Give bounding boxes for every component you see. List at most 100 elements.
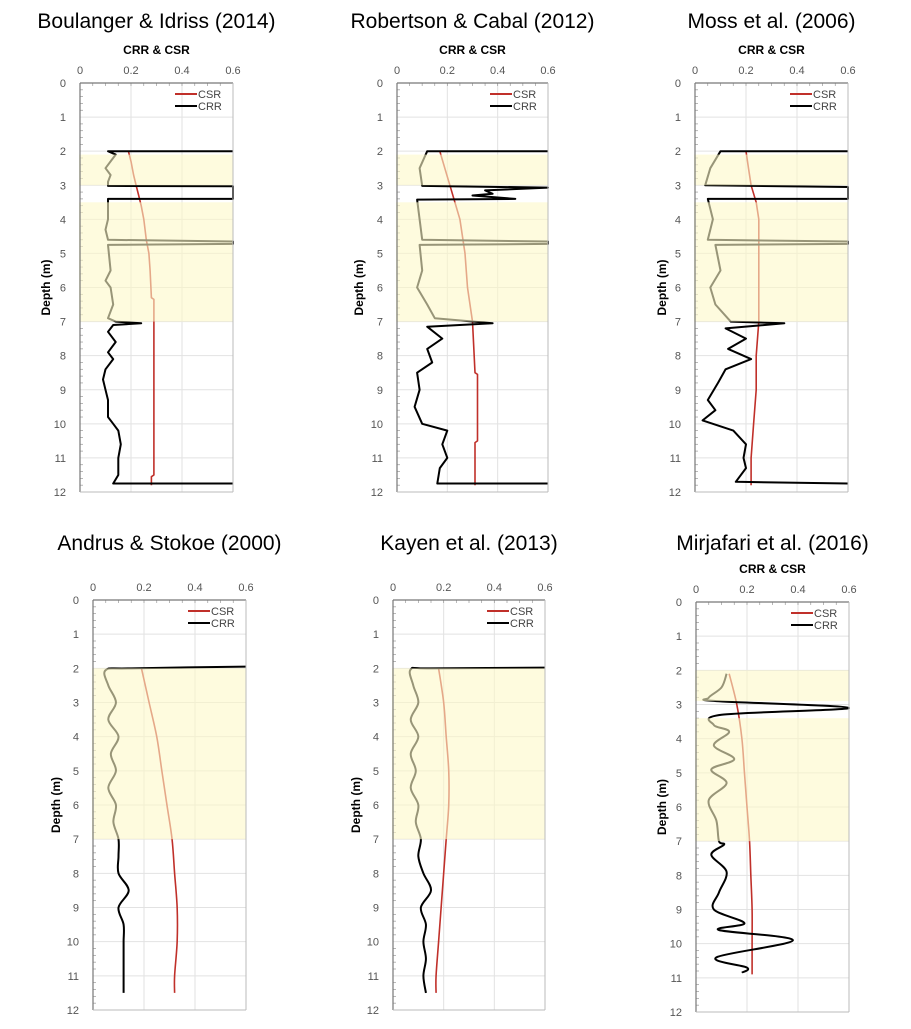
chart-title: Boulanger & Idriss (2014) bbox=[37, 10, 275, 33]
y-axis-label: Depth (m) bbox=[39, 260, 53, 316]
y-tick-label: 2 bbox=[60, 146, 66, 158]
x-tick-label: 0.2 bbox=[123, 65, 138, 77]
x-axis-label: CRR & CSR bbox=[739, 562, 806, 576]
y-tick-label: 9 bbox=[675, 385, 681, 397]
y-tick-label: 5 bbox=[373, 766, 379, 778]
y-tick-label: 5 bbox=[73, 766, 79, 778]
y-tick-label: 10 bbox=[67, 937, 79, 949]
legend-label: CSR bbox=[513, 89, 536, 101]
legend-label: CSR bbox=[814, 608, 837, 620]
y-tick-label: 0 bbox=[675, 78, 681, 90]
x-tick-label: 0.2 bbox=[440, 65, 455, 77]
liquefiable-layer-band bbox=[392, 668, 545, 840]
y-tick-label: 6 bbox=[676, 802, 682, 814]
y-tick-label: 4 bbox=[377, 214, 383, 226]
y-tick-label: 12 bbox=[67, 1005, 79, 1017]
y-tick-label: 5 bbox=[377, 248, 383, 260]
y-tick-label: 7 bbox=[373, 834, 379, 846]
y-tick-label: 6 bbox=[377, 283, 383, 295]
y-tick-label: 11 bbox=[372, 453, 383, 465]
legend-label: CSR bbox=[198, 89, 221, 101]
y-tick-label: 3 bbox=[60, 180, 66, 192]
liquefiable-layer-band bbox=[695, 670, 849, 702]
x-tick-label: 0 bbox=[77, 65, 83, 77]
y-tick-label: 10 bbox=[54, 419, 66, 431]
y-tick-label: 12 bbox=[669, 487, 681, 499]
y-tick-label: 9 bbox=[73, 903, 79, 915]
liquefiable-layer-band bbox=[79, 154, 233, 186]
y-tick-label: 0 bbox=[73, 595, 79, 607]
chart-panel-4: Andrus & Stokoe (2000) Depth (m) 0 0.2 0.4 0.… bbox=[49, 532, 282, 1017]
y-tick-label: 8 bbox=[373, 868, 379, 880]
y-tick-label: 8 bbox=[377, 351, 383, 363]
y-tick-label: 9 bbox=[377, 385, 383, 397]
y-tick-label: 3 bbox=[377, 180, 383, 192]
y-tick-label: 6 bbox=[675, 283, 681, 295]
x-tick-label: 0.6 bbox=[225, 65, 240, 77]
y-tick-label: 9 bbox=[60, 385, 66, 397]
x-tick-label: 0 bbox=[693, 584, 699, 596]
y-tick-label: 12 bbox=[670, 1007, 682, 1019]
y-tick-label: 3 bbox=[373, 698, 379, 710]
legend-label: CRR bbox=[814, 620, 838, 632]
y-tick-label: 8 bbox=[73, 868, 79, 880]
legend-label: CSR bbox=[813, 89, 836, 101]
chart-panel-6: Mirjafari et al. (2016) CRR & CSR Depth (m… bbox=[655, 532, 869, 1019]
liquefiable-layer-band bbox=[694, 202, 848, 322]
legend-label: CSR bbox=[211, 606, 234, 618]
y-tick-label: 5 bbox=[60, 248, 66, 260]
y-tick-label: 2 bbox=[377, 146, 383, 158]
y-tick-label: 1 bbox=[373, 629, 379, 641]
y-tick-label: 11 bbox=[368, 971, 379, 983]
chart-panel-3: Moss et al. (2006) CRR & CSR Depth (m) 0 0.2… bbox=[655, 10, 856, 499]
legend-label: CRR bbox=[510, 618, 534, 630]
y-tick-label: 7 bbox=[676, 836, 682, 848]
liquefiable-layer-band bbox=[694, 154, 848, 186]
y-tick-label: 0 bbox=[373, 595, 379, 607]
chart-title: Mirjafari et al. (2016) bbox=[676, 532, 869, 555]
liquefiable-layer-band bbox=[396, 154, 548, 186]
y-tick-label: 10 bbox=[669, 419, 681, 431]
x-tick-label: 0.4 bbox=[790, 584, 805, 596]
x-tick-label: 0.6 bbox=[537, 582, 552, 594]
x-tick-label: 0.4 bbox=[490, 65, 505, 77]
y-tick-label: 1 bbox=[676, 631, 682, 643]
x-tick-label: 0 bbox=[394, 65, 400, 77]
x-axis-label: CRR & CSR bbox=[439, 43, 506, 57]
y-tick-label: 7 bbox=[73, 834, 79, 846]
x-axis-label: CRR & CSR bbox=[123, 43, 190, 57]
chart-title: Moss et al. (2006) bbox=[687, 10, 855, 33]
x-tick-label: 0.4 bbox=[487, 582, 502, 594]
y-tick-label: 10 bbox=[670, 939, 682, 951]
liquefiable-layer-band bbox=[92, 668, 246, 840]
y-tick-label: 2 bbox=[73, 663, 79, 675]
y-tick-label: 11 bbox=[55, 453, 66, 465]
x-tick-label: 0.6 bbox=[840, 65, 855, 77]
x-tick-label: 0.6 bbox=[540, 65, 555, 77]
x-tick-label: 0.4 bbox=[187, 582, 202, 594]
x-tick-label: 0 bbox=[90, 582, 96, 594]
y-tick-label: 6 bbox=[73, 800, 79, 812]
y-tick-label: 1 bbox=[60, 112, 66, 124]
chart-title: Andrus & Stokoe (2000) bbox=[57, 532, 281, 555]
x-tick-label: 0.4 bbox=[789, 65, 804, 77]
y-tick-label: 11 bbox=[671, 973, 682, 985]
x-tick-label: 0 bbox=[692, 65, 698, 77]
x-tick-label: 0.2 bbox=[136, 582, 151, 594]
legend-label: CRR bbox=[211, 618, 235, 630]
y-tick-label: 9 bbox=[373, 903, 379, 915]
y-tick-label: 0 bbox=[60, 78, 66, 90]
chart-panel-5: Kayen et al. (2013) Depth (m) 0 0.2 0.4 0.6 0 1… bbox=[349, 532, 558, 1017]
y-axis-label: Depth (m) bbox=[655, 779, 669, 835]
y-tick-label: 0 bbox=[377, 78, 383, 90]
x-tick-label: 0 bbox=[390, 582, 396, 594]
y-axis-label: Depth (m) bbox=[349, 777, 363, 833]
liquefiable-layer-band bbox=[396, 202, 548, 322]
y-tick-label: 6 bbox=[373, 800, 379, 812]
y-tick-label: 1 bbox=[73, 629, 79, 641]
